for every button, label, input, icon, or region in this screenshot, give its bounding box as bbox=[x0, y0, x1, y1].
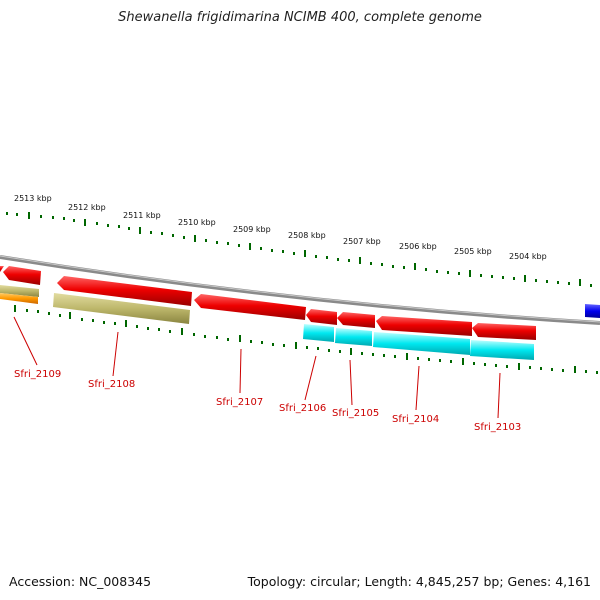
gene-label-sfri-2106[interactable]: Sfri_2106 bbox=[279, 403, 326, 414]
cog-band-cyan-3[interactable] bbox=[373, 332, 470, 355]
gene-label-sfri-2105[interactable]: Sfri_2105 bbox=[332, 408, 379, 419]
gene-label-sfri-2103[interactable]: Sfri_2103 bbox=[474, 422, 521, 433]
accession-text: Accession: NC_008345 bbox=[9, 574, 152, 589]
kbp-label-2513: 2513 kbp bbox=[14, 194, 52, 203]
gene-arrow-left-edge[interactable] bbox=[0, 266, 4, 272]
gene-arrow-red-5[interactable] bbox=[337, 312, 375, 328]
gene-arrow-red-3[interactable] bbox=[194, 294, 306, 320]
gene-arrow-red-6[interactable] bbox=[376, 316, 472, 336]
gene-labels: Sfri_2109 Sfri_2108 Sfri_2107 Sfri_2106 … bbox=[14, 369, 521, 433]
gene-arrow-red-2[interactable] bbox=[57, 276, 192, 306]
gene-arrow-red-7[interactable] bbox=[472, 323, 536, 340]
genome-summary-text: Topology: circular; Length: 4,845,257 bp… bbox=[247, 574, 591, 589]
cog-band-cyan-4[interactable] bbox=[470, 340, 534, 360]
genome-title: Shewanella frigidimarina NCIMB 400, comp… bbox=[118, 10, 482, 25]
kbp-label-2511: 2511 kbp bbox=[123, 211, 161, 220]
genome-backbone bbox=[0, 255, 600, 325]
gene-arrow-red-4[interactable] bbox=[306, 309, 337, 325]
gene-label-leaders bbox=[13, 316, 501, 419]
gene-label-sfri-2108[interactable]: Sfri_2108 bbox=[88, 379, 135, 390]
kbp-label-2509: 2509 kbp bbox=[233, 225, 271, 234]
kbp-label-2505: 2505 kbp bbox=[454, 247, 492, 256]
cog-band-cyan-2[interactable] bbox=[335, 328, 372, 346]
cog-band-orange[interactable] bbox=[0, 293, 38, 304]
gene-label-sfri-2104[interactable]: Sfri_2104 bbox=[392, 414, 439, 425]
gene-arrow-red-1[interactable] bbox=[3, 266, 41, 285]
cog-band-cyan-1[interactable] bbox=[303, 324, 334, 342]
gene-arrow-blue[interactable] bbox=[585, 304, 600, 318]
kbp-label-2510: 2510 kbp bbox=[178, 218, 216, 227]
kbp-label-2507: 2507 kbp bbox=[343, 237, 381, 246]
cog-band-khaki[interactable] bbox=[53, 293, 190, 324]
gene-label-sfri-2107[interactable]: Sfri_2107 bbox=[216, 397, 263, 408]
inner-tick-row bbox=[14, 305, 598, 374]
kbp-label-2504: 2504 kbp bbox=[509, 252, 547, 261]
kbp-label-2512: 2512 kbp bbox=[68, 203, 106, 212]
kbp-label-2506: 2506 kbp bbox=[399, 242, 437, 251]
gene-label-sfri-2109[interactable]: Sfri_2109 bbox=[14, 369, 61, 380]
cog-band-khaki-left[interactable] bbox=[0, 285, 39, 297]
kbp-scale-labels: 2513 kbp 2512 kbp 2511 kbp 2510 kbp 2509… bbox=[14, 194, 547, 261]
kbp-label-2508: 2508 kbp bbox=[288, 231, 326, 240]
outer-tick-row bbox=[6, 212, 592, 287]
